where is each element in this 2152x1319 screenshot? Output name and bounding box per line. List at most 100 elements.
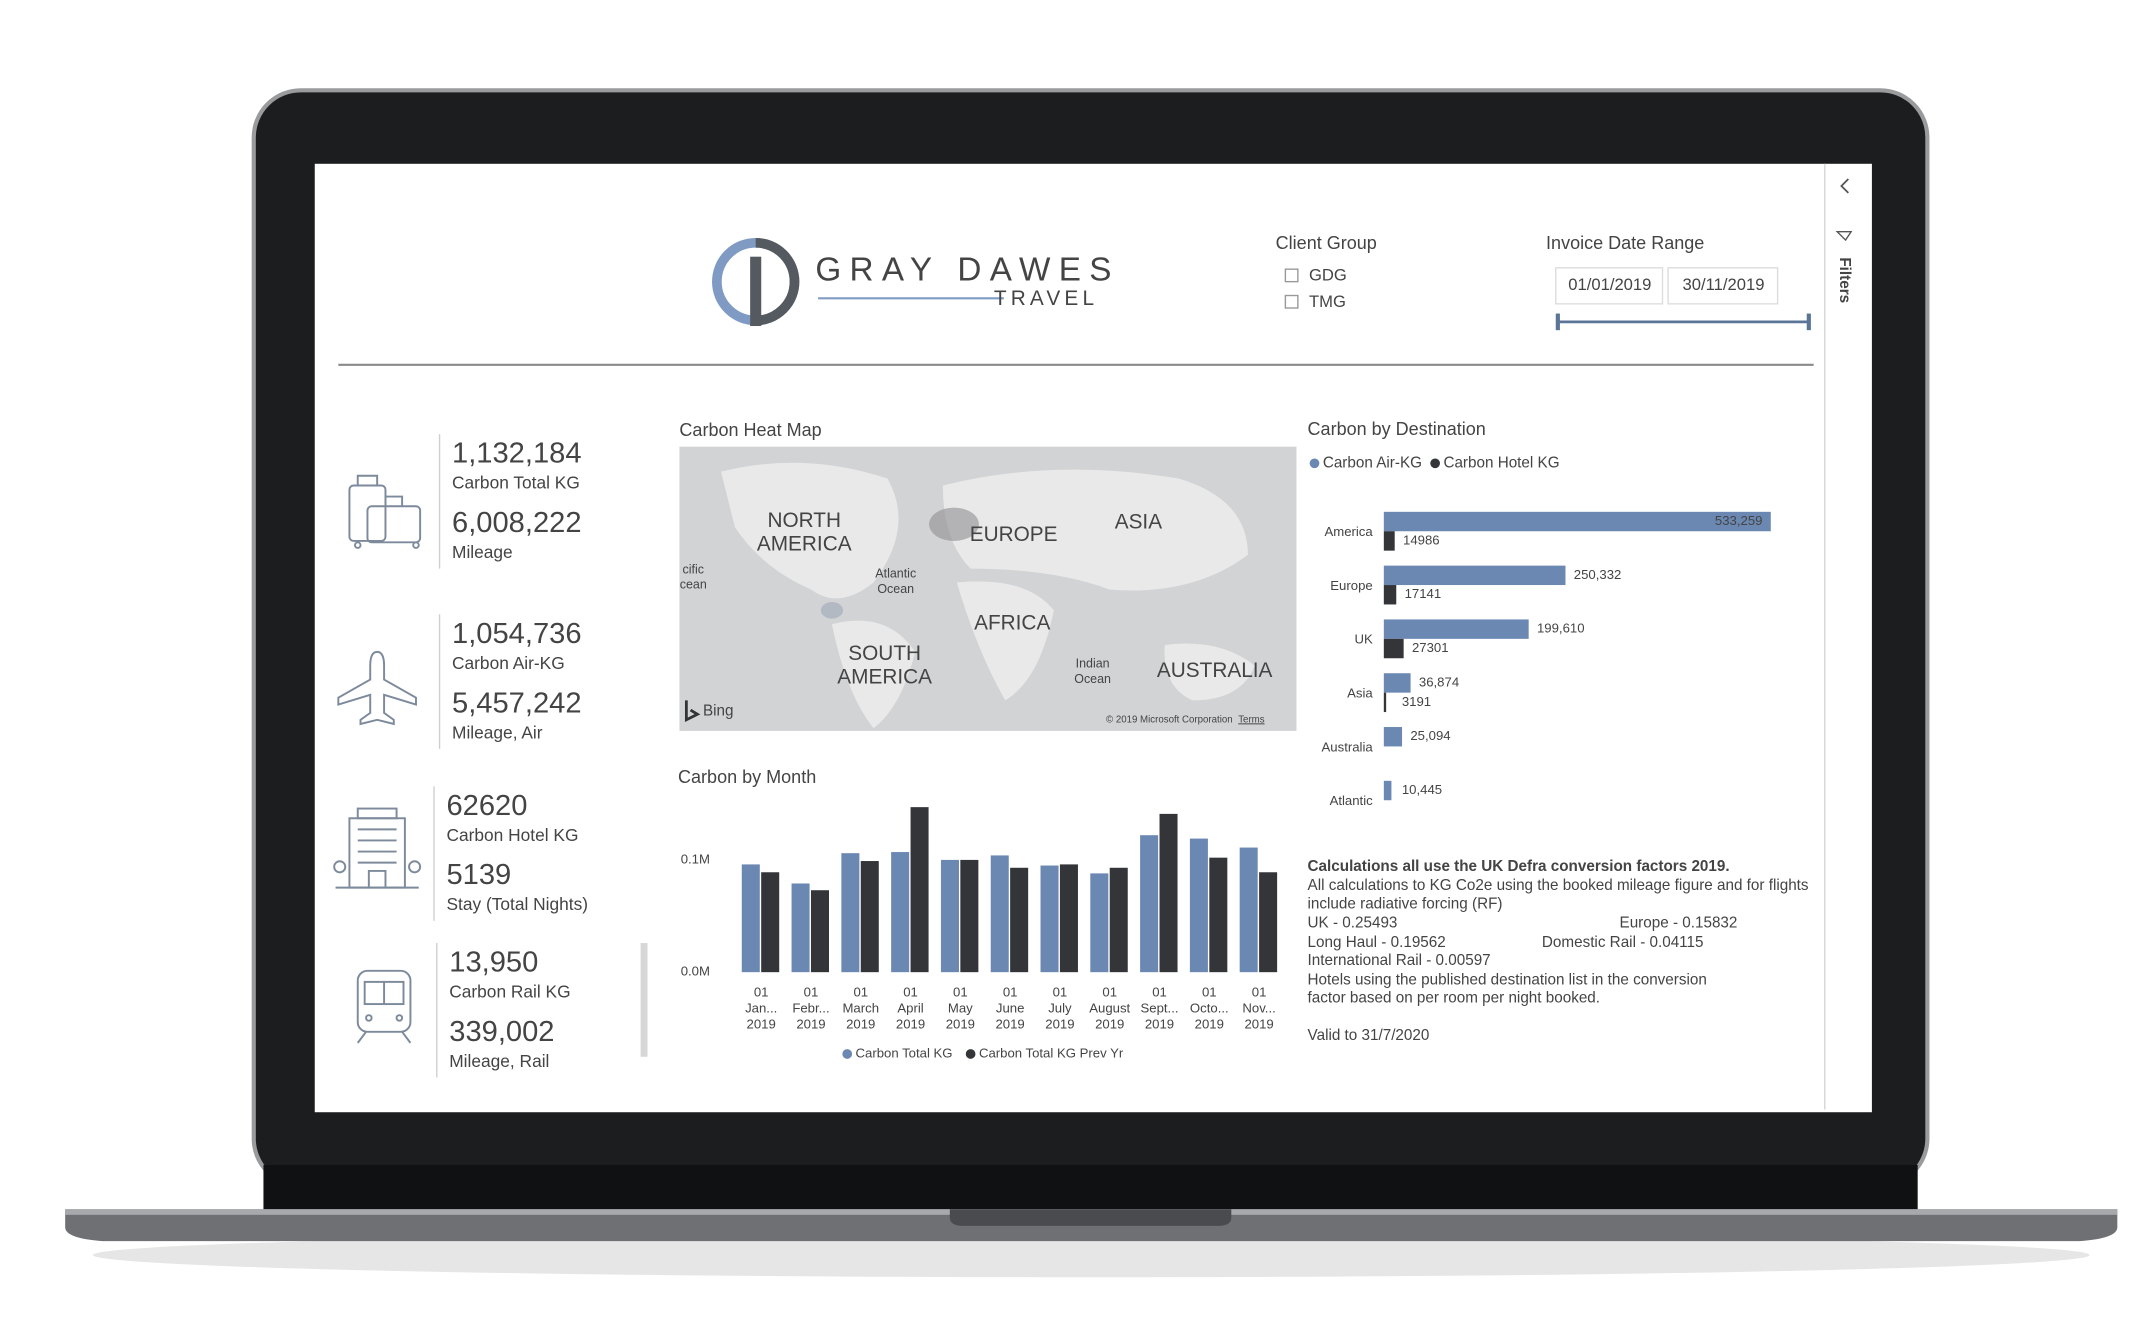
bar	[841, 853, 860, 973]
bar	[1189, 838, 1208, 973]
collapse-icon[interactable]	[1840, 178, 1849, 194]
bar	[1383, 531, 1395, 551]
bar	[1383, 692, 1387, 713]
bar	[761, 872, 780, 973]
legend-swatch	[1430, 458, 1440, 469]
data-label: 199,610	[1537, 621, 1585, 636]
map-label: Atlantic	[875, 567, 916, 581]
data-label: 533,259	[1715, 513, 1763, 528]
kpi-label: Carbon Air-KG	[452, 653, 565, 673]
x-tick-label: 01	[1202, 984, 1217, 999]
train-icon	[356, 969, 412, 1044]
data-label: 10,445	[1402, 782, 1442, 797]
legend-label: Carbon Hotel KG	[1443, 454, 1559, 471]
shadow	[92, 1232, 2090, 1278]
x-tick-label: 01	[953, 984, 968, 999]
date-end[interactable]: 30/11/2019	[1683, 275, 1765, 294]
x-tick-label: 01	[1252, 984, 1267, 999]
bar	[791, 883, 810, 973]
scrollbar[interactable]	[640, 943, 648, 1057]
map-label: ASIA	[1115, 510, 1162, 533]
slicer-title: Client Group	[1276, 233, 1377, 253]
notes: Calculations all use the UK Defra conver…	[1308, 858, 1809, 1044]
bar	[940, 859, 959, 973]
legend-label: Carbon Air-KG	[1323, 454, 1422, 471]
x-tick-label: 2019	[796, 1016, 825, 1031]
data-label: 36,874	[1419, 674, 1459, 689]
bar	[741, 864, 760, 973]
legend-swatch	[965, 1049, 976, 1059]
slider-handle[interactable]	[1555, 313, 1560, 331]
bar	[1383, 585, 1397, 605]
factor: Long Haul - 0.19562	[1308, 934, 1446, 951]
bar	[1383, 673, 1411, 693]
y-tick-label: Europe	[1330, 578, 1372, 593]
logo-half	[755, 237, 800, 326]
checkbox[interactable]	[1284, 268, 1299, 283]
notes-line: All calculations to KG Co2e using the bo…	[1308, 877, 1809, 894]
kpi-value: 6,008,222	[452, 507, 582, 539]
factor: UK - 0.25493	[1308, 915, 1398, 932]
map-title: Carbon Heat Map	[679, 420, 821, 440]
bar	[1010, 867, 1029, 973]
map-label: SOUTH	[848, 642, 921, 665]
slicer-title: Invoice Date Range	[1546, 233, 1704, 253]
logo-main: GRAY DAWES	[815, 252, 1119, 289]
y-tick-label: Asia	[1347, 686, 1373, 701]
checkbox[interactable]	[1284, 294, 1299, 309]
kpi-value: 5,457,242	[452, 687, 582, 719]
x-tick-label: 2019	[946, 1016, 975, 1031]
notes-line: Hotels using the published destination l…	[1308, 972, 1707, 989]
y-tick-label: 0.1M	[681, 851, 710, 866]
map-provider: Bing	[703, 703, 734, 720]
bar	[1383, 638, 1404, 659]
map-label: AUSTRALIA	[1157, 659, 1273, 682]
date-input[interactable]	[1667, 267, 1779, 305]
y-tick-label: 0.0M	[681, 964, 710, 979]
date-start[interactable]: 01/01/2019	[1568, 275, 1651, 294]
kpi-label: Stay (Total Nights)	[446, 894, 588, 914]
x-tick-label: 2019	[1195, 1016, 1224, 1031]
x-tick-label: 01	[1053, 984, 1068, 999]
data-label: 17141	[1405, 586, 1442, 601]
kpi-label: Mileage, Rail	[449, 1051, 549, 1071]
map-copyright: © 2019 Microsoft Corporation	[1106, 714, 1233, 725]
bar	[1159, 813, 1178, 973]
map-label: EUROPE	[970, 523, 1058, 546]
x-tick-label: Febr...	[792, 1000, 829, 1015]
logo-sub: TRAVEL	[994, 287, 1098, 310]
map-label: AFRICA	[974, 612, 1050, 635]
legend-label: Carbon Total KG	[856, 1045, 953, 1060]
bar	[1383, 565, 1566, 586]
x-tick-label: March	[842, 1000, 879, 1015]
x-tick-label: Sept...	[1140, 1000, 1178, 1015]
kpi-value: 1,132,184	[452, 438, 582, 470]
x-tick-label: 01	[1152, 984, 1167, 999]
bar	[1040, 865, 1059, 973]
kpi-value: 1,054,736	[452, 618, 582, 650]
logo-bar	[750, 256, 762, 327]
checkbox-label[interactable]: TMG	[1309, 292, 1346, 311]
bar	[1383, 780, 1392, 801]
legend-label: Carbon Total KG Prev Yr	[979, 1045, 1124, 1060]
heat-spot	[820, 601, 844, 619]
filters-label[interactable]: Filters	[1836, 257, 1853, 303]
x-tick-label: 01	[754, 984, 769, 999]
hotel-icon	[333, 807, 422, 889]
map-terms[interactable]: Terms	[1238, 714, 1265, 725]
kpi-value: 5139	[446, 859, 511, 891]
bar	[891, 852, 910, 973]
data-label: 27301	[1412, 640, 1449, 655]
date-input[interactable]	[1555, 267, 1664, 305]
map-label: AMERICA	[757, 533, 852, 556]
bing-logo	[684, 700, 701, 723]
slider-handle[interactable]	[1806, 313, 1811, 331]
x-tick-label: Octo...	[1190, 1000, 1229, 1015]
bar	[1140, 835, 1159, 973]
checkbox-label[interactable]: GDG	[1309, 265, 1347, 284]
bar	[1090, 873, 1109, 973]
luggage-icon	[348, 474, 422, 549]
map-label: AMERICA	[837, 666, 932, 689]
legend-swatch	[842, 1049, 853, 1059]
data-label: 25,094	[1410, 728, 1450, 743]
